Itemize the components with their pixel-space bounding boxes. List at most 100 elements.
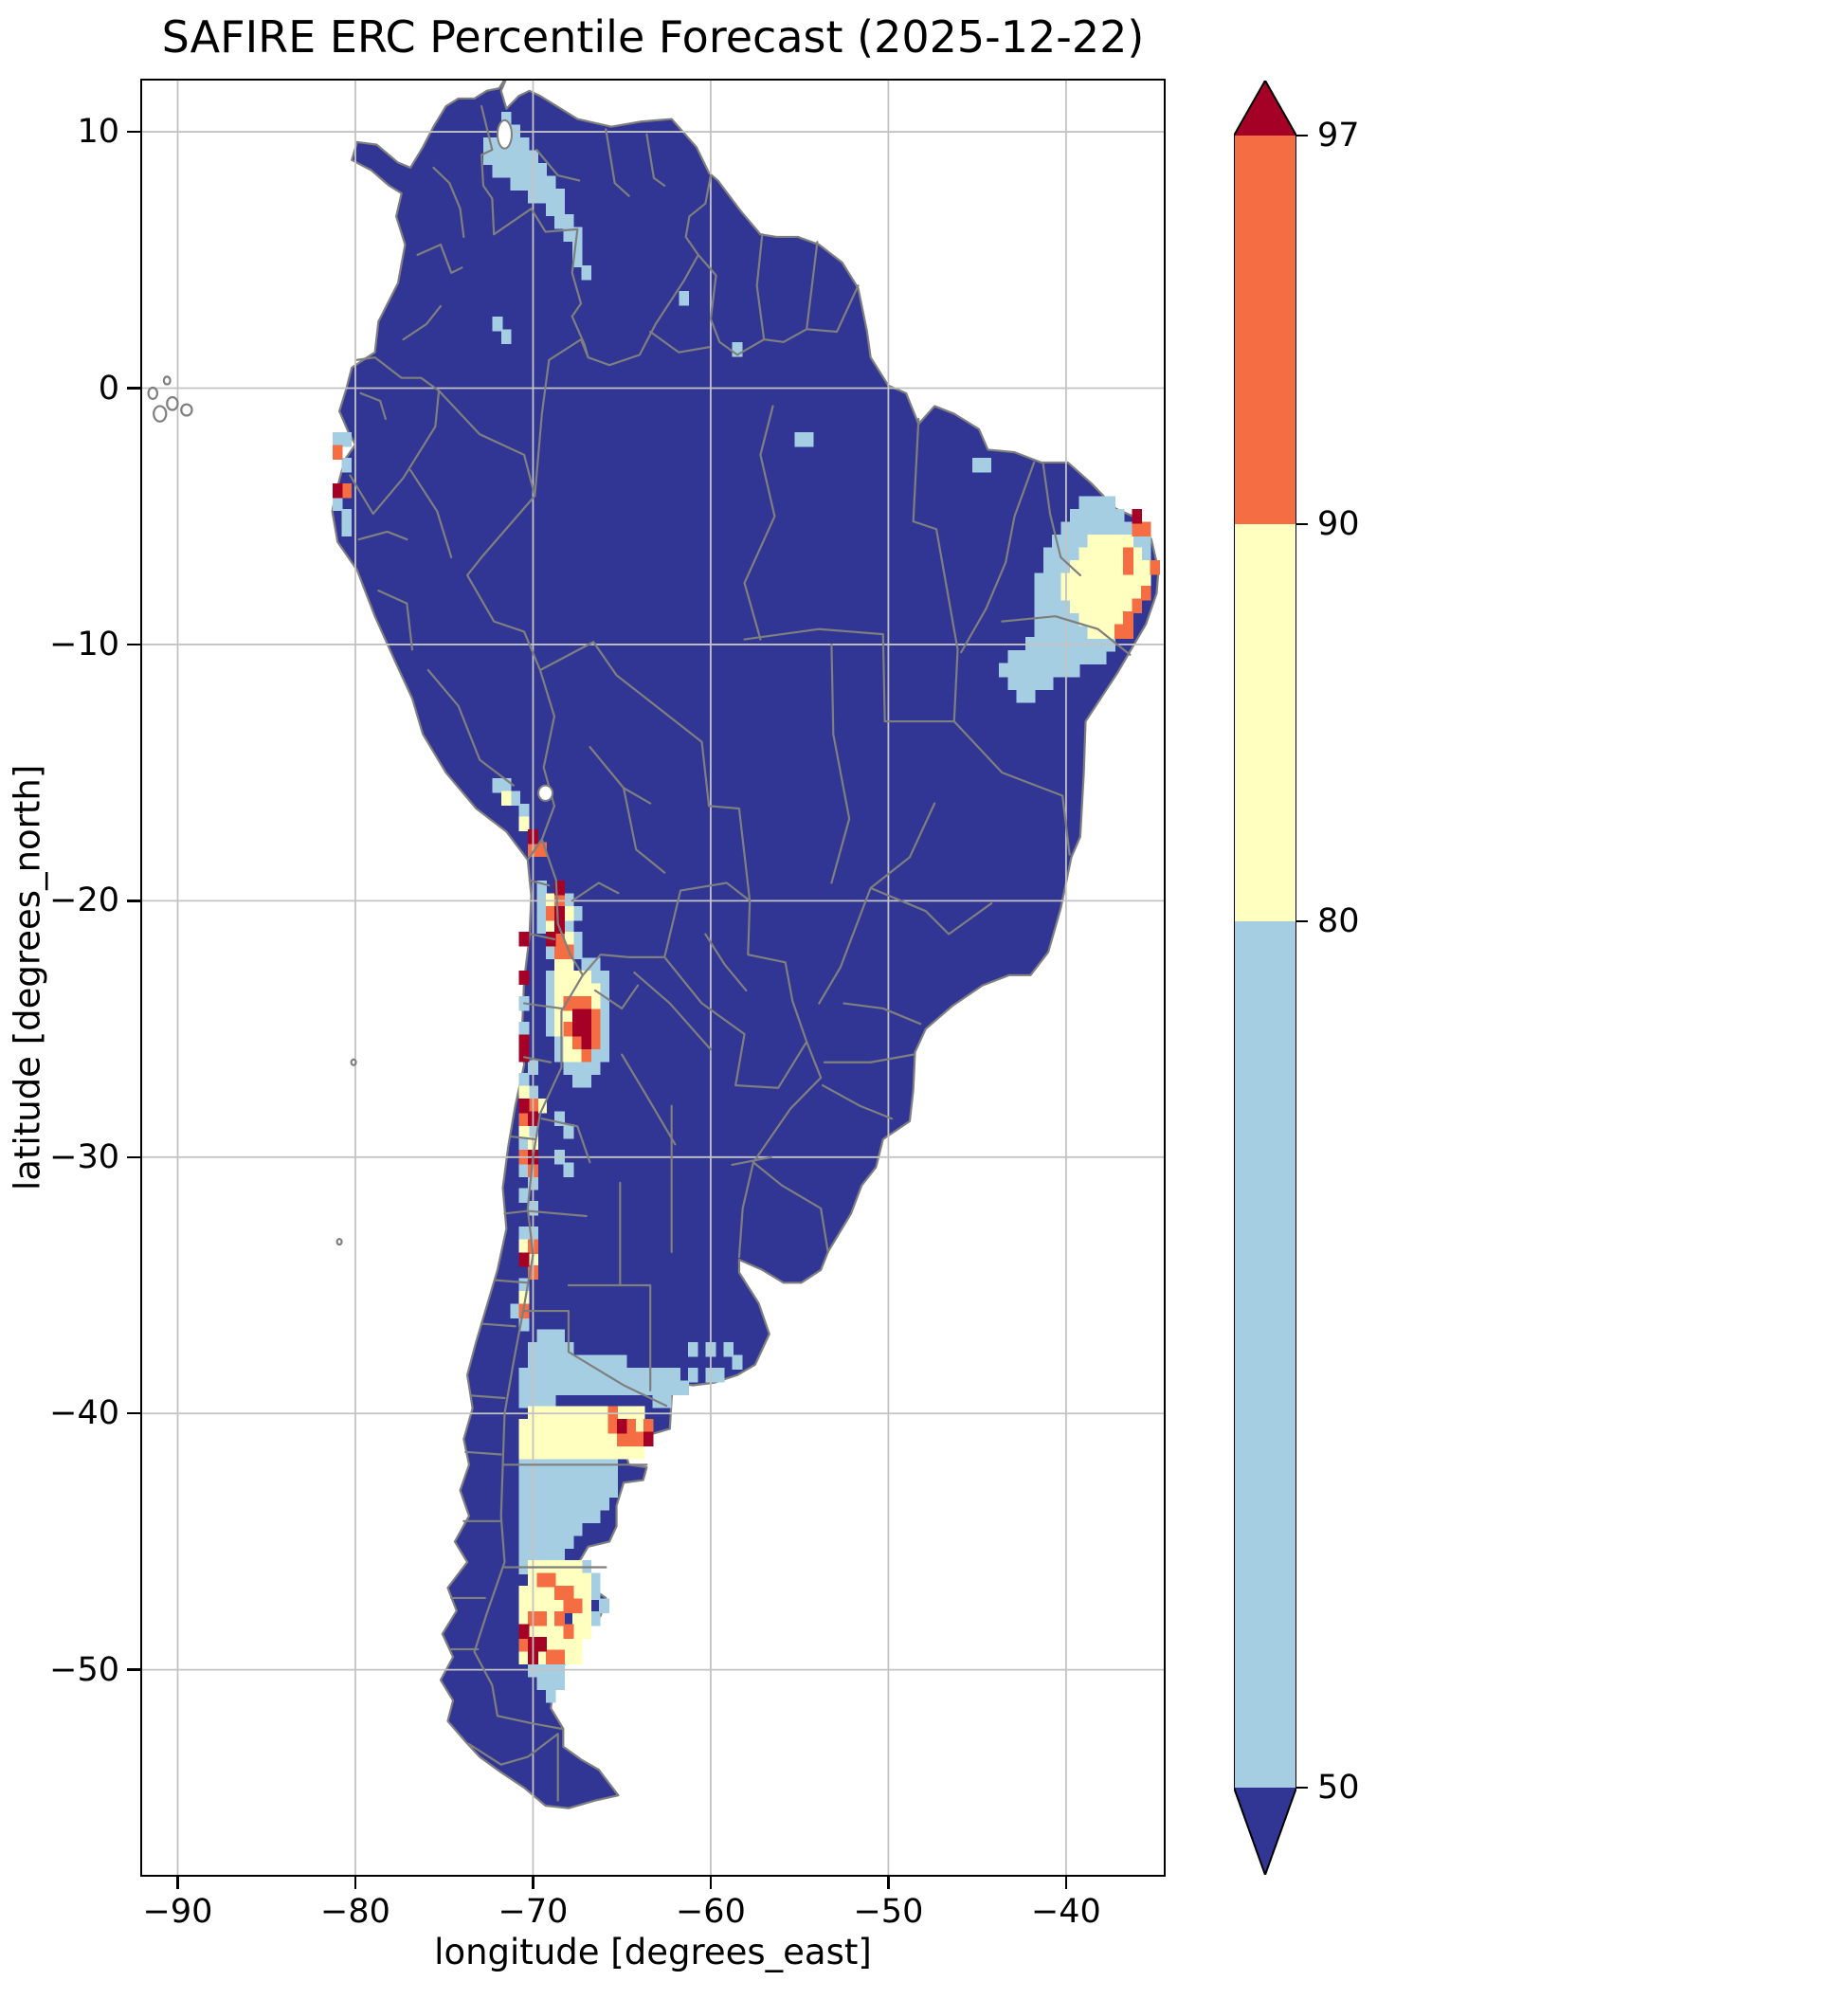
data-cell-p50_80 bbox=[589, 1367, 601, 1383]
x-tick-label: −90 bbox=[142, 1893, 213, 1931]
data-cell-p50_80 bbox=[563, 214, 574, 229]
data-cell-p80_90 bbox=[571, 1419, 583, 1434]
data-cell-p90_97 bbox=[536, 1572, 548, 1588]
data-cell-p50_80 bbox=[581, 1482, 592, 1499]
data-cell-p80_90 bbox=[563, 1445, 574, 1460]
data-cell-p97_plus bbox=[616, 1419, 627, 1434]
data-cell-p50_80 bbox=[1052, 560, 1062, 575]
data-cell-p50_80 bbox=[492, 150, 503, 165]
data-cell-p50_80 bbox=[518, 1188, 530, 1204]
data-cell-p50_80 bbox=[589, 1046, 601, 1063]
data-cell-p80_90 bbox=[1114, 560, 1125, 575]
data-cell-p50_80 bbox=[607, 1367, 619, 1383]
data-cell-p80_90 bbox=[1105, 598, 1116, 614]
data-cell-p50_80 bbox=[545, 1547, 556, 1562]
data-cell-p50_80 bbox=[616, 1380, 627, 1395]
data-cell-p50_80 bbox=[536, 906, 548, 921]
data-cell-p50_80 bbox=[563, 1367, 574, 1383]
data-cell-p90_97 bbox=[341, 482, 352, 499]
data-cell-p50_80 bbox=[589, 957, 601, 972]
data-cell-p50_80 bbox=[332, 496, 343, 511]
data-cell-p50_80 bbox=[545, 1021, 556, 1037]
data-cell-p50_80 bbox=[581, 957, 592, 972]
data-cell-p50_80 bbox=[536, 1354, 548, 1370]
data-cell-p80_90 bbox=[1123, 535, 1133, 550]
data-cell-p50_80 bbox=[536, 1508, 548, 1524]
data-cell-p50_80 bbox=[571, 1072, 583, 1088]
data-cell-p50_80 bbox=[536, 1496, 548, 1511]
data-cell-p50_80 bbox=[661, 1380, 672, 1395]
data-cell-p50_80 bbox=[981, 457, 991, 473]
data-cell-p50_80 bbox=[1052, 611, 1062, 627]
data-cell-p50_80 bbox=[492, 317, 503, 332]
data-cell-p90_97 bbox=[625, 1431, 636, 1446]
data-cell-p50_80 bbox=[599, 1482, 609, 1499]
data-cell-p90_97 bbox=[634, 1431, 645, 1446]
data-cell-p80_90 bbox=[1096, 547, 1107, 563]
data-cell-p50_80 bbox=[563, 918, 574, 935]
x-tick-label: −40 bbox=[1030, 1893, 1101, 1931]
data-cell-p50_80 bbox=[518, 1072, 530, 1088]
data-cell-p50_80 bbox=[518, 1470, 530, 1485]
data-cell-p80_90 bbox=[571, 1585, 583, 1601]
data-cell-p80_90 bbox=[554, 1021, 565, 1037]
data-cell-p50_80 bbox=[589, 1585, 601, 1601]
data-cell-p50_80 bbox=[1052, 624, 1062, 640]
data-cell-p50_80 bbox=[1114, 521, 1125, 536]
data-cell-p50_80 bbox=[571, 1508, 583, 1524]
island-outline bbox=[337, 1239, 342, 1245]
x-tick-mark bbox=[176, 1877, 179, 1889]
data-cell-p50_80 bbox=[536, 1380, 548, 1395]
data-cell-p80_90 bbox=[1078, 560, 1089, 575]
data-cell-p50_80 bbox=[581, 1072, 592, 1088]
data-cell-p80_90 bbox=[1096, 560, 1107, 575]
data-cell-p50_80 bbox=[661, 1367, 672, 1383]
data-cell-p50_80 bbox=[536, 1547, 548, 1562]
data-cell-p80_90 bbox=[1132, 572, 1143, 589]
data-cell-p80_90 bbox=[1069, 572, 1080, 589]
data-cell-p50_80 bbox=[1016, 675, 1027, 691]
data-cell-p80_90 bbox=[554, 1419, 565, 1434]
data-cell-p50_80 bbox=[554, 1034, 565, 1049]
data-cell-p80_90 bbox=[1087, 598, 1098, 614]
y-tick-label: 0 bbox=[98, 369, 119, 408]
data-cell-p80_90 bbox=[599, 1419, 609, 1434]
colorbar-tick-label: 80 bbox=[1317, 902, 1360, 940]
data-cell-p80_90 bbox=[1140, 572, 1151, 589]
continent-fill bbox=[333, 81, 1159, 1808]
y-tick-label: −50 bbox=[49, 1650, 119, 1689]
data-cell-p50_80 bbox=[563, 1496, 574, 1511]
data-cell-p50_80 bbox=[545, 1329, 556, 1344]
data-cell-p50_80 bbox=[581, 1380, 592, 1395]
data-cell-p80_90 bbox=[1132, 560, 1143, 575]
data-cell-p80_90 bbox=[581, 1572, 592, 1588]
data-cell-p50_80 bbox=[518, 1392, 530, 1408]
island-outline bbox=[181, 405, 191, 416]
data-cell-p50_80 bbox=[545, 983, 556, 998]
data-cell-p50_80 bbox=[500, 329, 512, 345]
data-cell-p80_90 bbox=[518, 1419, 530, 1434]
data-cell-p90_97 bbox=[554, 1585, 565, 1601]
data-cell-p50_80 bbox=[545, 1496, 556, 1511]
data-cell-p90_97 bbox=[545, 1649, 556, 1664]
data-cell-p50_80 bbox=[341, 521, 352, 536]
data-cell-p50_80 bbox=[1025, 649, 1036, 665]
data-cell-p50_80 bbox=[500, 111, 512, 127]
data-cell-p80_90 bbox=[1114, 572, 1125, 589]
data-cell-p50_80 bbox=[1069, 663, 1080, 678]
data-cell-p50_80 bbox=[794, 431, 806, 447]
data-cell-p80_90 bbox=[581, 983, 592, 998]
data-cell-p50_80 bbox=[545, 1508, 556, 1524]
data-cell-p50_80 bbox=[545, 1367, 556, 1383]
data-cell-p50_80 bbox=[518, 1508, 530, 1524]
data-cell-p50_80 bbox=[536, 1341, 548, 1357]
data-cell-p50_80 bbox=[536, 1392, 548, 1408]
data-cell-p80_90 bbox=[571, 970, 583, 986]
data-cell-p90_97 bbox=[1132, 598, 1143, 614]
data-cell-p80_90 bbox=[518, 1445, 530, 1460]
data-cell-p50_80 bbox=[571, 1521, 583, 1536]
colorbar-band-50-80 bbox=[1234, 921, 1296, 1788]
data-cell-p50_80 bbox=[1042, 547, 1054, 563]
data-cell-p80_90 bbox=[1096, 535, 1107, 550]
data-cell-p50_80 bbox=[518, 1380, 530, 1395]
